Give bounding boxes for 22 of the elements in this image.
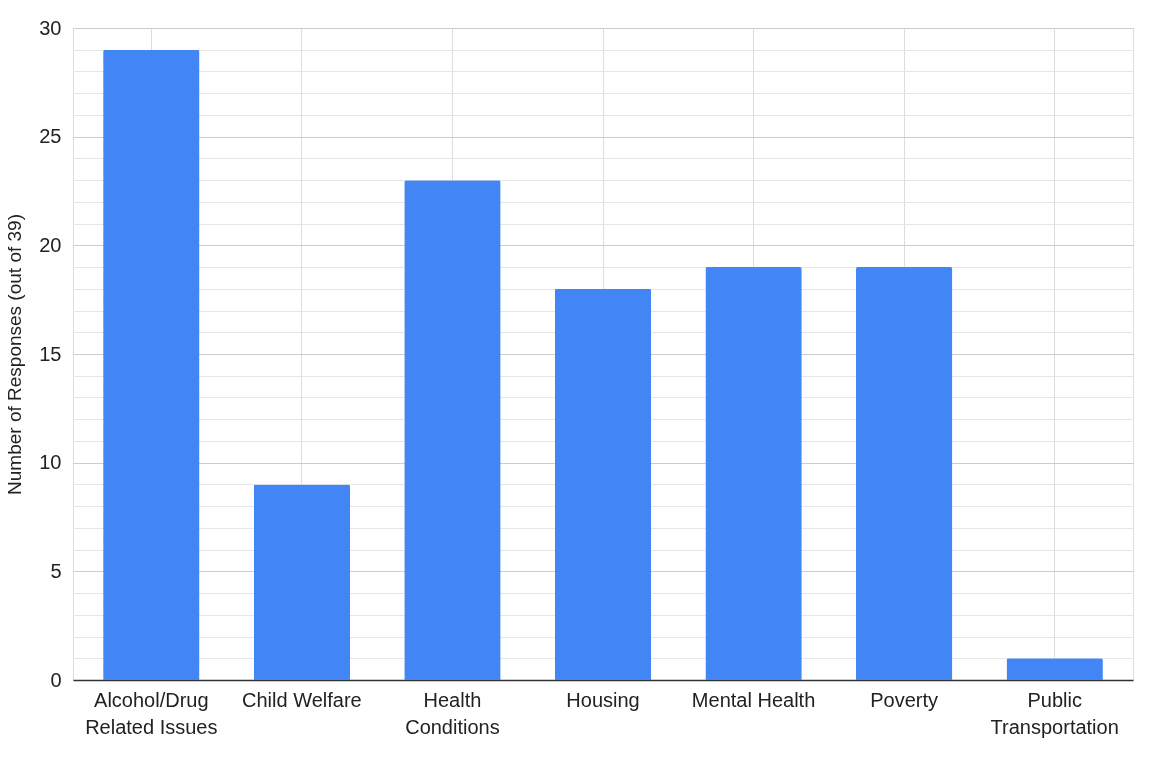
x-tick-label: Child Welfare: [242, 688, 362, 711]
x-tick-label: Health Conditions: [405, 688, 500, 738]
y-tick-label: 25: [39, 125, 62, 148]
y-axis-title: Number of Responses (out of 39): [4, 214, 26, 495]
y-tick-label: 0: [50, 668, 62, 691]
bar: [1006, 658, 1103, 680]
bar: [554, 288, 652, 680]
x-tick-label: Mental Health: [691, 688, 816, 711]
y-tick-label: 10: [39, 451, 62, 474]
x-tick-label: Alcohol/Drug Related Issues: [85, 688, 218, 738]
bar: [253, 484, 351, 680]
x-tick-label: Poverty: [870, 688, 939, 711]
x-tick-label: Public Transportation: [990, 688, 1119, 738]
y-tick-label: 15: [39, 342, 62, 365]
bar: [404, 180, 501, 680]
bar: [103, 49, 200, 680]
y-tick-label: 20: [39, 233, 62, 256]
y-tick-label: 5: [50, 559, 62, 582]
x-tick-label: Housing: [566, 688, 640, 711]
y-tick-label: 30: [39, 16, 62, 39]
bar: [705, 267, 802, 680]
bar: [855, 267, 953, 680]
